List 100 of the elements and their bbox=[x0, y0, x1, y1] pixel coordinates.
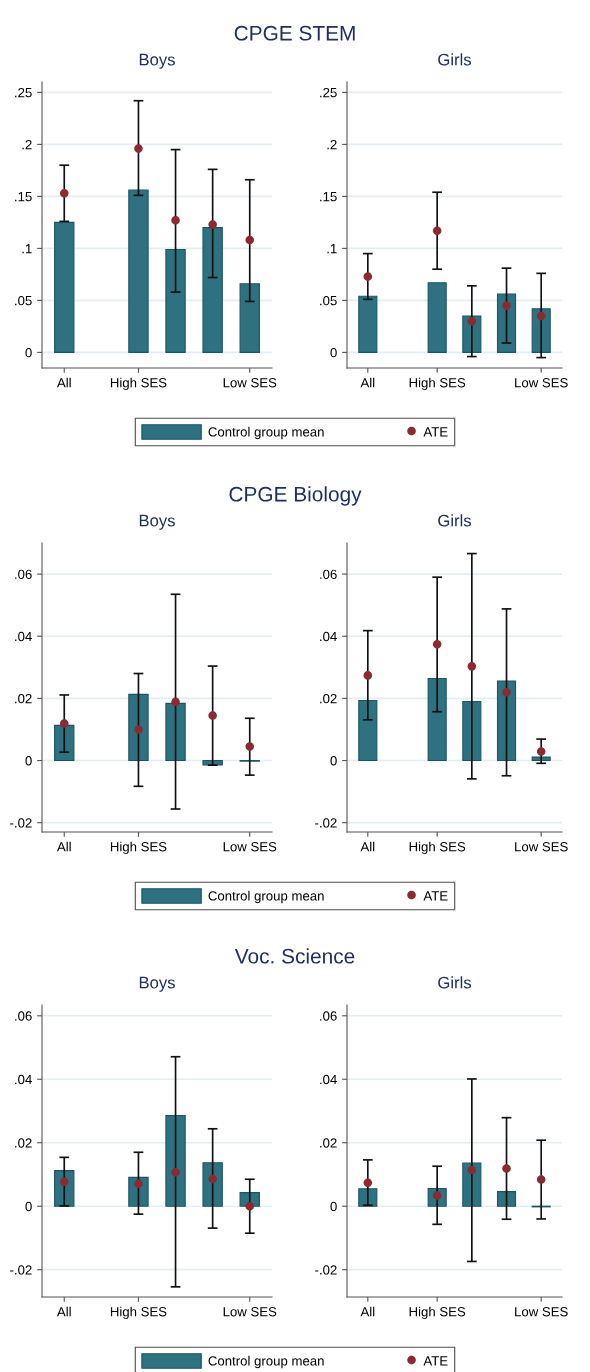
point bbox=[502, 687, 511, 697]
point bbox=[536, 311, 546, 321]
point bbox=[536, 747, 546, 756]
point bbox=[363, 272, 373, 281]
point bbox=[502, 1164, 511, 1173]
bar bbox=[165, 702, 186, 762]
bar bbox=[358, 295, 378, 353]
x-tick-label: High SES bbox=[110, 377, 167, 391]
y-tick-label: .04 bbox=[15, 631, 32, 642]
bar bbox=[427, 282, 447, 353]
bar bbox=[496, 293, 517, 353]
x-tick-label: All bbox=[360, 377, 375, 388]
y-tick-label: .25 bbox=[15, 87, 32, 98]
x-tick-label: High SES bbox=[409, 841, 466, 855]
point bbox=[502, 301, 511, 310]
y-tick-label: -.02 bbox=[315, 1265, 337, 1275]
y-tick-label: .05 bbox=[15, 295, 32, 306]
point bbox=[208, 711, 217, 720]
point bbox=[59, 719, 69, 728]
point bbox=[245, 235, 255, 245]
bar bbox=[128, 693, 149, 762]
point bbox=[467, 1165, 477, 1175]
y-tick-label: .04 bbox=[15, 1074, 32, 1085]
legend-label: Control group mean bbox=[208, 1355, 324, 1369]
chart-title: CPGE STEM bbox=[234, 25, 355, 41]
legend-label: ATE bbox=[423, 427, 448, 437]
point bbox=[59, 1177, 69, 1187]
x-tick-label: All bbox=[56, 1306, 71, 1317]
point bbox=[59, 189, 69, 198]
y-tick-label: 0 bbox=[330, 347, 337, 358]
point bbox=[134, 1179, 143, 1188]
y-tick-label: 0 bbox=[330, 1201, 337, 1212]
chart-title: CPGE Biology bbox=[229, 486, 362, 506]
bar bbox=[239, 283, 260, 353]
y-tick-label: 0 bbox=[25, 756, 32, 766]
x-tick-label: Low SES bbox=[223, 1307, 277, 1317]
y-tick-label: -.02 bbox=[10, 1265, 32, 1275]
point bbox=[467, 316, 477, 326]
x-tick-label: Low SES bbox=[515, 1307, 568, 1317]
x-tick-label: All bbox=[360, 1306, 375, 1317]
point bbox=[134, 144, 143, 153]
y-tick-label: 0 bbox=[330, 756, 337, 766]
y-tick-label: -.02 bbox=[10, 818, 32, 828]
x-tick-label: All bbox=[56, 377, 71, 388]
bar bbox=[165, 1114, 186, 1207]
bar bbox=[496, 1191, 517, 1207]
point bbox=[171, 216, 180, 225]
x-tick-label: High SES bbox=[409, 377, 466, 391]
bar bbox=[54, 221, 75, 353]
y-tick-label: .06 bbox=[320, 1011, 337, 1021]
y-tick-label: .1 bbox=[22, 244, 32, 254]
point bbox=[134, 725, 143, 734]
chart-subtitle: Girls bbox=[438, 976, 472, 989]
legend-label: ATE bbox=[423, 1356, 448, 1366]
point bbox=[208, 220, 217, 229]
y-tick-label: .05 bbox=[320, 295, 337, 306]
point bbox=[245, 742, 255, 751]
point bbox=[432, 226, 442, 235]
chart-subtitle: Boys bbox=[139, 976, 175, 992]
point bbox=[363, 671, 373, 680]
chart-title: Voc. Science bbox=[234, 948, 355, 964]
point bbox=[245, 1201, 255, 1211]
y-tick-label: .02 bbox=[320, 1138, 337, 1148]
y-tick-label: .04 bbox=[320, 1074, 337, 1085]
y-tick-label: .06 bbox=[15, 569, 32, 579]
legend-label: ATE bbox=[423, 891, 448, 901]
chart-subtitle: Boys bbox=[139, 514, 175, 530]
bar bbox=[202, 227, 223, 353]
x-tick-label: High SES bbox=[409, 1306, 466, 1320]
x-tick-label: Low SES bbox=[223, 842, 277, 852]
chart-subtitle: Girls bbox=[438, 514, 472, 527]
x-tick-label: All bbox=[360, 841, 375, 852]
bar bbox=[128, 189, 149, 353]
x-tick-label: Low SES bbox=[515, 378, 568, 388]
x-tick-label: Low SES bbox=[515, 842, 568, 852]
y-tick-label: .06 bbox=[320, 569, 337, 579]
y-tick-label: .04 bbox=[320, 631, 337, 642]
bar bbox=[427, 677, 447, 762]
legend-label: Control group mean bbox=[208, 426, 324, 440]
y-tick-label: .06 bbox=[15, 1011, 32, 1021]
y-tick-label: .02 bbox=[320, 693, 337, 704]
y-tick-label: .2 bbox=[327, 139, 337, 150]
y-tick-label: .1 bbox=[327, 244, 337, 254]
x-tick-label: High SES bbox=[110, 841, 167, 855]
y-tick-label: -.02 bbox=[315, 818, 337, 828]
x-tick-label: High SES bbox=[110, 1306, 167, 1320]
bar bbox=[496, 680, 517, 762]
x-tick-label: Low SES bbox=[223, 378, 277, 388]
y-tick-label: .15 bbox=[15, 192, 32, 202]
bar bbox=[358, 699, 378, 762]
legend-label: Control group mean bbox=[208, 890, 324, 904]
point bbox=[171, 1167, 180, 1177]
point bbox=[363, 1178, 373, 1188]
y-tick-label: .02 bbox=[15, 693, 32, 704]
point bbox=[208, 1174, 217, 1184]
x-tick-label: All bbox=[56, 841, 71, 852]
point bbox=[171, 697, 180, 707]
point bbox=[536, 1175, 546, 1184]
chart-subtitle: Girls bbox=[438, 53, 472, 66]
y-tick-label: .2 bbox=[22, 139, 32, 150]
